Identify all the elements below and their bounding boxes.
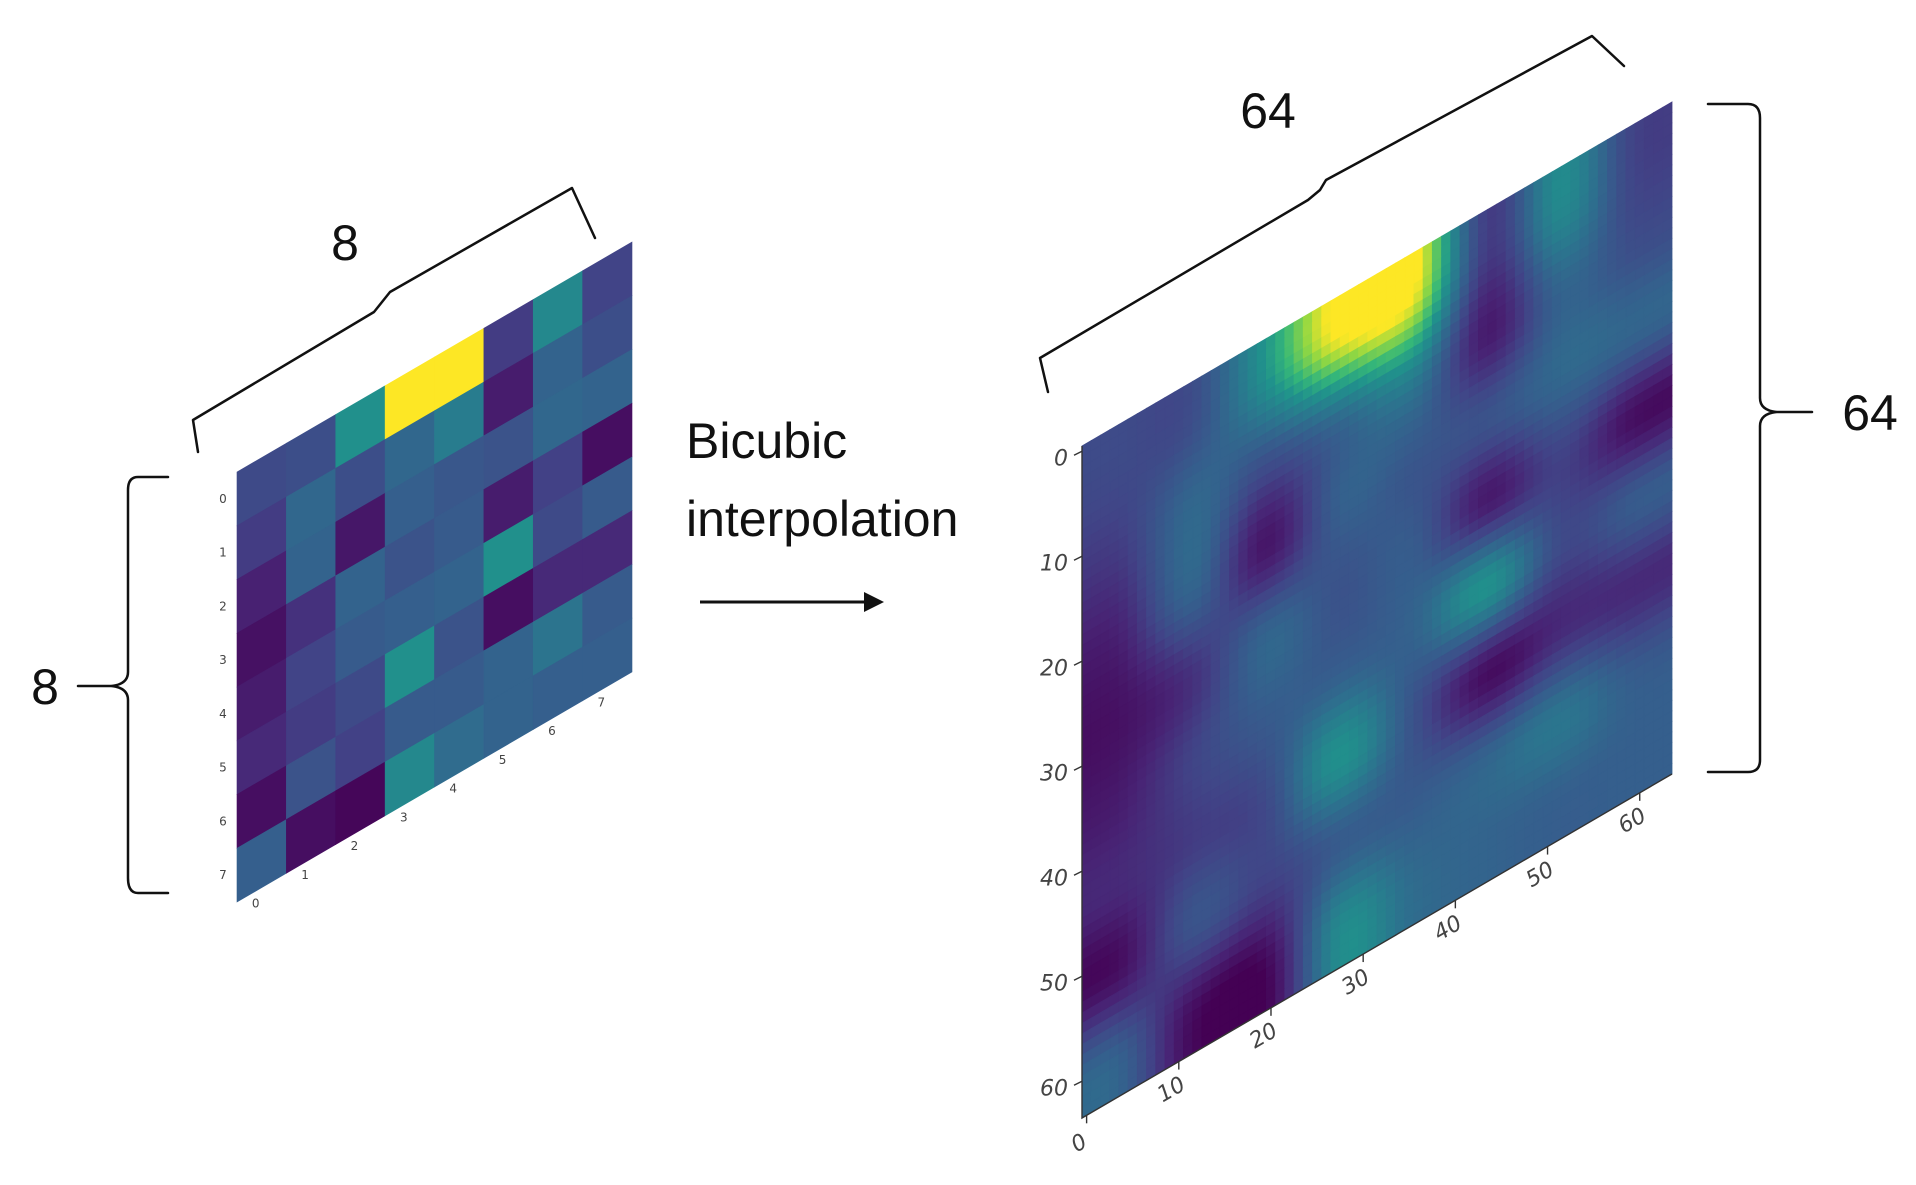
small-grid-col-tick: 3 — [400, 810, 408, 824]
caption-line-2: interpolation — [686, 491, 958, 547]
small-grid-col-ticks: 0 1 2 3 4 5 6 7 — [252, 695, 605, 910]
large-grid-row-ticks: 0 10 20 30 40 50 60 — [1040, 446, 1083, 1101]
small-grid-height-brace — [110, 475, 170, 895]
large-grid-col-tick: 20 — [1245, 1018, 1282, 1054]
small-grid-row-tick: 1 — [219, 546, 227, 560]
large-grid-row-tick: 10 — [1040, 551, 1068, 576]
large-grid-row-tick-mark — [1073, 450, 1083, 456]
large-grid-col-tick: 60 — [1614, 803, 1651, 839]
small-grid-width-label: 8 — [331, 215, 359, 271]
small-grid-row-tick: 2 — [219, 599, 227, 613]
large-grid-row-tick-mark — [1073, 1080, 1083, 1086]
large-grid-col-tick: 30 — [1338, 965, 1375, 1001]
small-grid-row-tick: 5 — [219, 761, 227, 775]
large-grid-col-tick: 40 — [1430, 911, 1467, 947]
small-grid-col-tick: 1 — [301, 868, 309, 882]
large-grid-row-tick-mark — [1073, 975, 1083, 981]
large-grid-cells — [1081, 101, 1673, 1119]
large-grid-row-tick: 60 — [1040, 1076, 1068, 1101]
small-grid-height-label: 8 — [31, 659, 59, 715]
small-grid-cells — [236, 241, 633, 903]
large-grid-height-label: 64 — [1842, 385, 1898, 441]
large-grid-row-tick: 20 — [1040, 656, 1068, 681]
large-grid-row-tick-mark — [1073, 870, 1083, 876]
small-grid-col-tick: 4 — [449, 782, 457, 796]
large-grid-col-tick: 0 — [1067, 1129, 1092, 1158]
small-grid-col-tick: 6 — [548, 724, 556, 738]
large-grid-row-tick-mark — [1073, 765, 1083, 771]
small-grid-col-tick: 5 — [499, 753, 507, 767]
large-grid-col-tick: 10 — [1153, 1072, 1190, 1108]
small-grid-col-tick: 0 — [252, 897, 260, 911]
small-grid: 0 1 2 3 4 5 6 7 0 1 2 3 4 5 6 7 — [219, 241, 633, 911]
small-grid-row-tick: 0 — [219, 492, 227, 506]
small-grid-row-ticks: 0 1 2 3 4 5 6 7 — [219, 492, 227, 882]
small-grid-col-tick: 2 — [351, 839, 359, 853]
small-grid-row-tick: 3 — [219, 653, 227, 667]
small-grid-width-brace — [191, 186, 597, 454]
large-grid-row-tick-mark — [1073, 555, 1083, 561]
large-grid-height-brace — [1706, 102, 1778, 774]
large-grid-row-tick: 50 — [1040, 971, 1068, 996]
large-grid-row-tick: 30 — [1040, 761, 1068, 786]
small-grid-cell — [582, 617, 633, 702]
large-grid-width-label: 64 — [1240, 83, 1296, 139]
small-grid-row-tick: 4 — [219, 707, 227, 721]
large-grid-row-tick-mark — [1073, 660, 1083, 666]
small-grid-row-tick: 7 — [219, 868, 227, 882]
caption-line-1: Bicubic — [686, 413, 847, 469]
large-grid-col-tick: 50 — [1522, 857, 1559, 893]
large-grid: 0 10 20 30 40 50 60 0 10 20 30 40 50 60 — [1040, 101, 1673, 1158]
small-grid-row-tick: 6 — [219, 814, 227, 828]
small-grid-col-tick: 7 — [597, 695, 605, 709]
large-grid-row-tick: 0 — [1054, 446, 1068, 471]
arrow-icon — [700, 592, 884, 612]
large-grid-row-tick: 40 — [1040, 866, 1068, 891]
